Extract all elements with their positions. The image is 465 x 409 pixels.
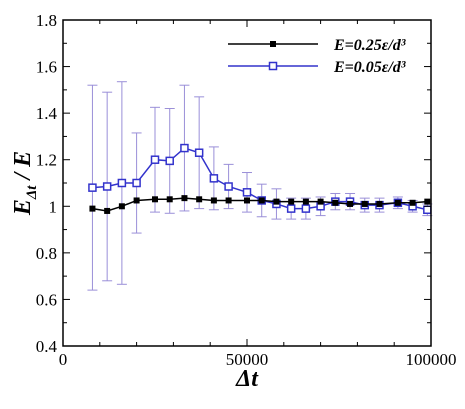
data-point xyxy=(424,206,431,213)
data-point xyxy=(134,197,140,203)
data-point xyxy=(181,195,187,201)
x-tick-label: 100000 xyxy=(406,350,457,369)
y-tick-label: 1.4 xyxy=(36,104,58,123)
y-tick-label: 1.2 xyxy=(36,151,57,170)
y-tick-label: 1.6 xyxy=(36,58,57,77)
data-point xyxy=(89,206,95,212)
y-axis-title-subscript: Δt xyxy=(24,185,40,200)
data-point xyxy=(104,183,111,190)
data-point xyxy=(133,180,140,187)
data-point xyxy=(226,197,232,203)
data-point xyxy=(104,208,110,214)
svg-text:EΔt / E: EΔt / E xyxy=(10,151,40,216)
data-point xyxy=(196,149,203,156)
y-tick-label: 1 xyxy=(49,197,58,216)
data-point xyxy=(211,197,217,203)
x-tick-label: 0 xyxy=(59,350,68,369)
plot-layer xyxy=(87,82,432,290)
data-point xyxy=(376,201,382,207)
data-point xyxy=(244,189,251,196)
legend-marker xyxy=(270,41,276,47)
data-point xyxy=(118,180,125,187)
data-point xyxy=(302,205,309,212)
data-point xyxy=(166,157,173,164)
data-point xyxy=(424,199,430,205)
data-point xyxy=(119,203,125,209)
data-point xyxy=(318,199,324,205)
data-point xyxy=(410,200,416,206)
data-point xyxy=(152,156,159,163)
data-point xyxy=(259,197,265,203)
legend-marker xyxy=(270,63,277,70)
y-tick-label: 1.8 xyxy=(36,11,57,30)
y-axis-title-E: E xyxy=(10,199,36,216)
series-2 xyxy=(87,82,432,290)
data-point xyxy=(288,199,294,205)
legend-label: E=0.25ε/d³ xyxy=(333,37,406,54)
y-tick-label: 0.4 xyxy=(36,337,58,356)
data-point xyxy=(225,183,232,190)
data-point xyxy=(196,196,202,202)
data-point xyxy=(347,201,353,207)
data-point xyxy=(89,184,96,191)
data-point xyxy=(332,200,338,206)
y-tick-label: 0.8 xyxy=(36,244,57,263)
data-point xyxy=(244,197,250,203)
data-point xyxy=(303,199,309,205)
y-axis-title-divider: / E xyxy=(10,151,36,186)
x-axis-title: Δt xyxy=(235,366,259,392)
data-point xyxy=(181,145,188,152)
data-point xyxy=(167,196,173,202)
data-point xyxy=(362,201,368,207)
data-point xyxy=(273,199,279,205)
legend-label: E=0.05ε/d³ xyxy=(333,59,406,76)
y-axis-title: EΔt / E xyxy=(10,151,40,216)
data-point xyxy=(288,205,295,212)
data-point xyxy=(210,175,217,182)
legend: E=0.25ε/d³ E=0.05ε/d³ xyxy=(228,37,406,76)
y-tick-label: 0.6 xyxy=(36,290,57,309)
data-point xyxy=(152,196,158,202)
data-point xyxy=(395,200,401,206)
